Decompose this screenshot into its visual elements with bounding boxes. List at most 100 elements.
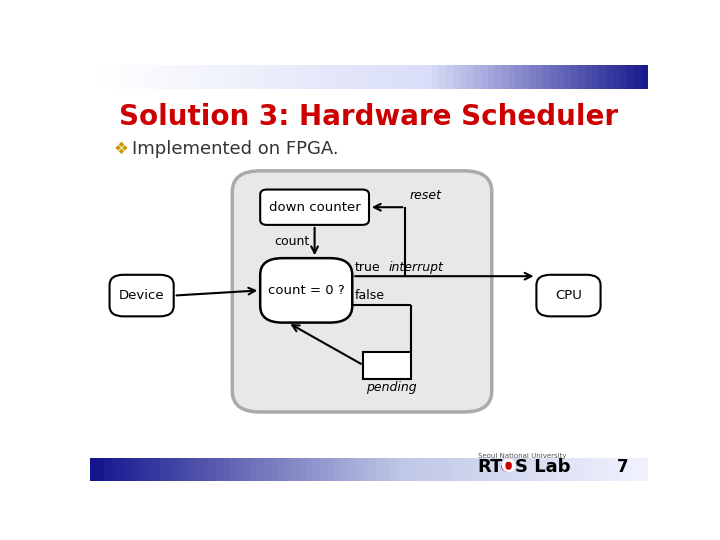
Bar xyxy=(620,65,628,89)
Bar xyxy=(181,65,188,89)
Bar xyxy=(174,65,181,89)
Bar xyxy=(341,65,348,89)
Bar xyxy=(202,65,209,89)
Bar xyxy=(243,65,251,89)
Bar xyxy=(118,65,125,89)
Bar xyxy=(557,458,565,481)
Bar xyxy=(348,458,356,481)
Bar xyxy=(271,65,279,89)
Bar xyxy=(355,458,363,481)
Bar xyxy=(236,458,244,481)
Bar xyxy=(438,458,446,481)
Bar xyxy=(390,458,397,481)
Bar xyxy=(264,65,272,89)
Bar xyxy=(459,65,467,89)
Bar xyxy=(292,65,300,89)
Bar xyxy=(188,65,195,89)
Bar xyxy=(279,65,286,89)
Bar xyxy=(139,458,146,481)
Bar xyxy=(536,458,544,481)
Bar xyxy=(160,65,167,89)
Bar xyxy=(634,458,642,481)
Bar xyxy=(376,65,384,89)
Bar xyxy=(153,65,161,89)
Bar xyxy=(425,65,432,89)
FancyBboxPatch shape xyxy=(536,275,600,316)
Bar xyxy=(641,65,649,89)
Bar xyxy=(606,458,613,481)
FancyBboxPatch shape xyxy=(260,190,369,225)
Bar xyxy=(215,65,223,89)
Bar xyxy=(306,458,314,481)
Text: down counter: down counter xyxy=(269,201,361,214)
Bar xyxy=(467,458,474,481)
Bar xyxy=(230,65,237,89)
Bar xyxy=(300,65,307,89)
Bar xyxy=(279,458,286,481)
FancyBboxPatch shape xyxy=(109,275,174,316)
Bar xyxy=(606,65,613,89)
Bar xyxy=(125,458,132,481)
Bar xyxy=(508,458,516,481)
Bar xyxy=(536,65,544,89)
Text: 7: 7 xyxy=(617,458,629,476)
Text: S Lab: S Lab xyxy=(516,458,571,476)
FancyBboxPatch shape xyxy=(233,171,492,412)
Text: true: true xyxy=(355,260,381,274)
Bar xyxy=(362,458,369,481)
Bar xyxy=(334,458,342,481)
Text: count: count xyxy=(274,235,309,248)
Bar xyxy=(593,65,600,89)
Bar xyxy=(550,458,558,481)
Bar xyxy=(97,458,104,481)
Bar xyxy=(446,65,454,89)
Bar xyxy=(474,458,481,481)
Bar xyxy=(139,65,146,89)
Bar xyxy=(167,65,174,89)
Bar xyxy=(432,65,439,89)
Bar xyxy=(90,65,97,89)
Bar xyxy=(495,65,502,89)
Bar xyxy=(599,458,607,481)
Bar xyxy=(306,65,314,89)
Text: Solution 3: Hardware Scheduler: Solution 3: Hardware Scheduler xyxy=(120,103,618,131)
Bar xyxy=(557,65,565,89)
Bar xyxy=(334,65,342,89)
Text: RT: RT xyxy=(478,458,503,476)
Bar xyxy=(397,65,405,89)
Bar xyxy=(285,65,293,89)
Bar xyxy=(508,65,516,89)
Bar xyxy=(313,458,320,481)
Bar xyxy=(529,65,537,89)
Bar xyxy=(90,458,97,481)
Bar xyxy=(188,458,195,481)
Bar xyxy=(599,65,607,89)
Bar xyxy=(620,458,628,481)
Bar xyxy=(364,352,411,379)
Bar xyxy=(390,65,397,89)
Bar xyxy=(209,65,216,89)
Bar xyxy=(446,458,454,481)
Bar xyxy=(571,458,579,481)
Bar xyxy=(348,65,356,89)
Bar xyxy=(418,65,426,89)
Bar xyxy=(118,458,125,481)
Text: pending: pending xyxy=(366,381,416,394)
Bar xyxy=(495,458,502,481)
Bar xyxy=(516,65,523,89)
Bar xyxy=(341,458,348,481)
Bar xyxy=(564,458,572,481)
Bar xyxy=(369,65,377,89)
Bar xyxy=(487,458,495,481)
Bar xyxy=(132,65,140,89)
Bar xyxy=(502,458,509,481)
Bar xyxy=(578,458,586,481)
Bar xyxy=(355,65,363,89)
Bar xyxy=(593,458,600,481)
Bar xyxy=(236,65,244,89)
Bar xyxy=(459,458,467,481)
Bar xyxy=(181,458,188,481)
Text: ❖: ❖ xyxy=(113,140,128,158)
Bar xyxy=(523,458,530,481)
Bar xyxy=(383,65,390,89)
